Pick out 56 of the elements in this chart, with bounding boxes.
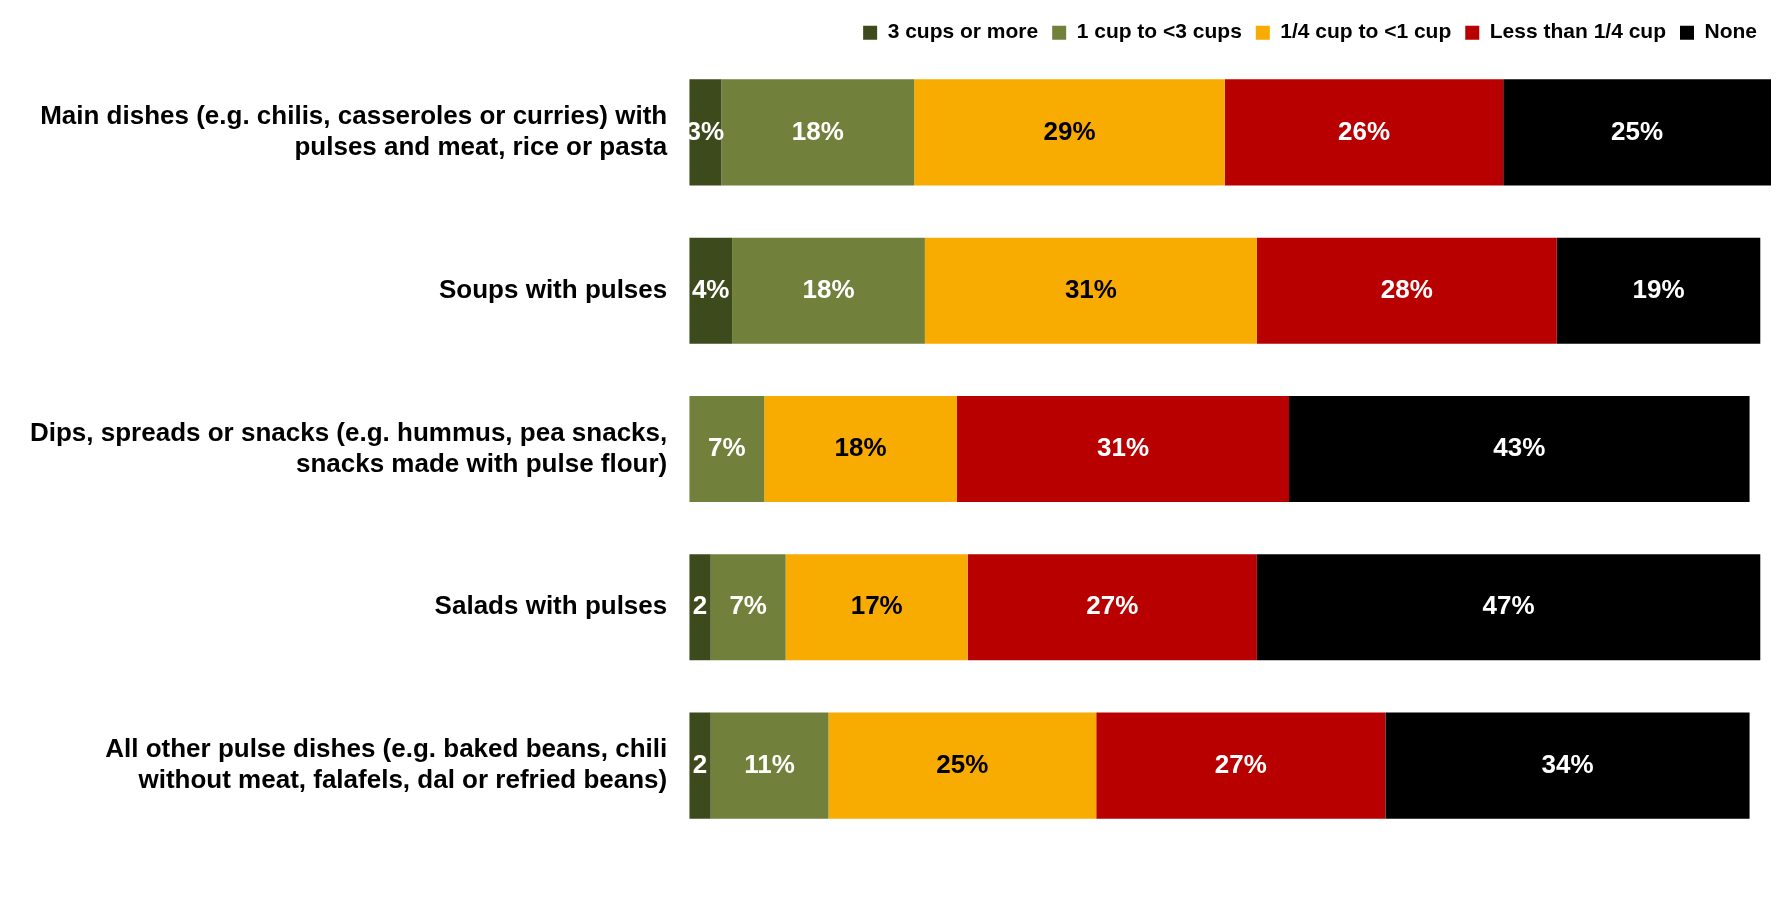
bar: [1385, 712, 1750, 819]
bar: [1289, 395, 1750, 503]
bar: [1256, 237, 1557, 344]
data-label: 31%: [1064, 273, 1117, 304]
y-tick-label: All other pulse dishes (e.g. baked beans, chili without meat, falafels, dal or refried beans): [105, 733, 668, 795]
bar: [689, 395, 765, 503]
bar: [1096, 712, 1386, 819]
bar: [710, 712, 829, 819]
data-label: 43%: [1493, 432, 1546, 463]
data-label: 47%: [1482, 590, 1535, 621]
legend-label: 1/4 cup to <1 cup: [1280, 19, 1452, 43]
legend-label: 3 cups or more: [887, 19, 1039, 43]
bar: [1256, 554, 1761, 661]
y-tick-label: Dips, spreads or snacks (e.g. hummus, pea snacks, snacks made with pulse flour): [29, 416, 668, 478]
data-label: 18%: [802, 273, 855, 304]
data-label: 7%: [729, 590, 767, 621]
data-label: 27%: [1214, 748, 1267, 779]
bar: [828, 712, 1097, 819]
data-label: 3%: [686, 115, 725, 146]
bar: [689, 554, 711, 661]
y-tick-label: Main dishes (e.g. chilis, casseroles or curries) with pulses and meat, rice or pasta: [40, 99, 668, 162]
bar: [689, 237, 733, 344]
data-label: 17%: [850, 590, 903, 621]
bar: [689, 712, 711, 819]
data-label: 11%: [744, 748, 795, 779]
data-label: 18%: [791, 115, 844, 146]
bar: [764, 395, 958, 503]
bar: [914, 79, 1225, 186]
data-label: 28%: [1380, 273, 1433, 304]
bar: [924, 237, 1257, 344]
data-label: 25%: [1611, 115, 1664, 146]
data-label: 7%: [707, 432, 746, 463]
bar: [1503, 79, 1771, 186]
bar: [785, 554, 968, 661]
data-label: 34%: [1541, 748, 1594, 779]
y-tick-label: Salads with pulses: [434, 590, 668, 621]
data-label: 2: [692, 748, 708, 779]
legend-label: Less than 1/4 cup: [1489, 19, 1667, 43]
bar: [967, 554, 1257, 661]
legend-label: 1 cup to <3 cups: [1076, 19, 1242, 43]
data-label: 19%: [1632, 273, 1685, 304]
bar: [1556, 237, 1761, 344]
data-label: 4%: [691, 273, 730, 304]
data-label: 2: [692, 590, 708, 621]
data-label: 31%: [1097, 432, 1150, 463]
y-tick-label: Soups with pulses: [439, 273, 668, 304]
data-label: 29%: [1043, 115, 1096, 146]
bar: [957, 395, 1290, 503]
data-label: 26%: [1337, 115, 1391, 146]
bar: [1224, 79, 1504, 186]
data-label: 18%: [834, 432, 887, 463]
legend-label: None: [1704, 19, 1757, 43]
bar: [710, 554, 786, 661]
data-label: 27%: [1086, 590, 1139, 621]
bar: [732, 237, 925, 344]
data-label: 25%: [936, 748, 989, 779]
